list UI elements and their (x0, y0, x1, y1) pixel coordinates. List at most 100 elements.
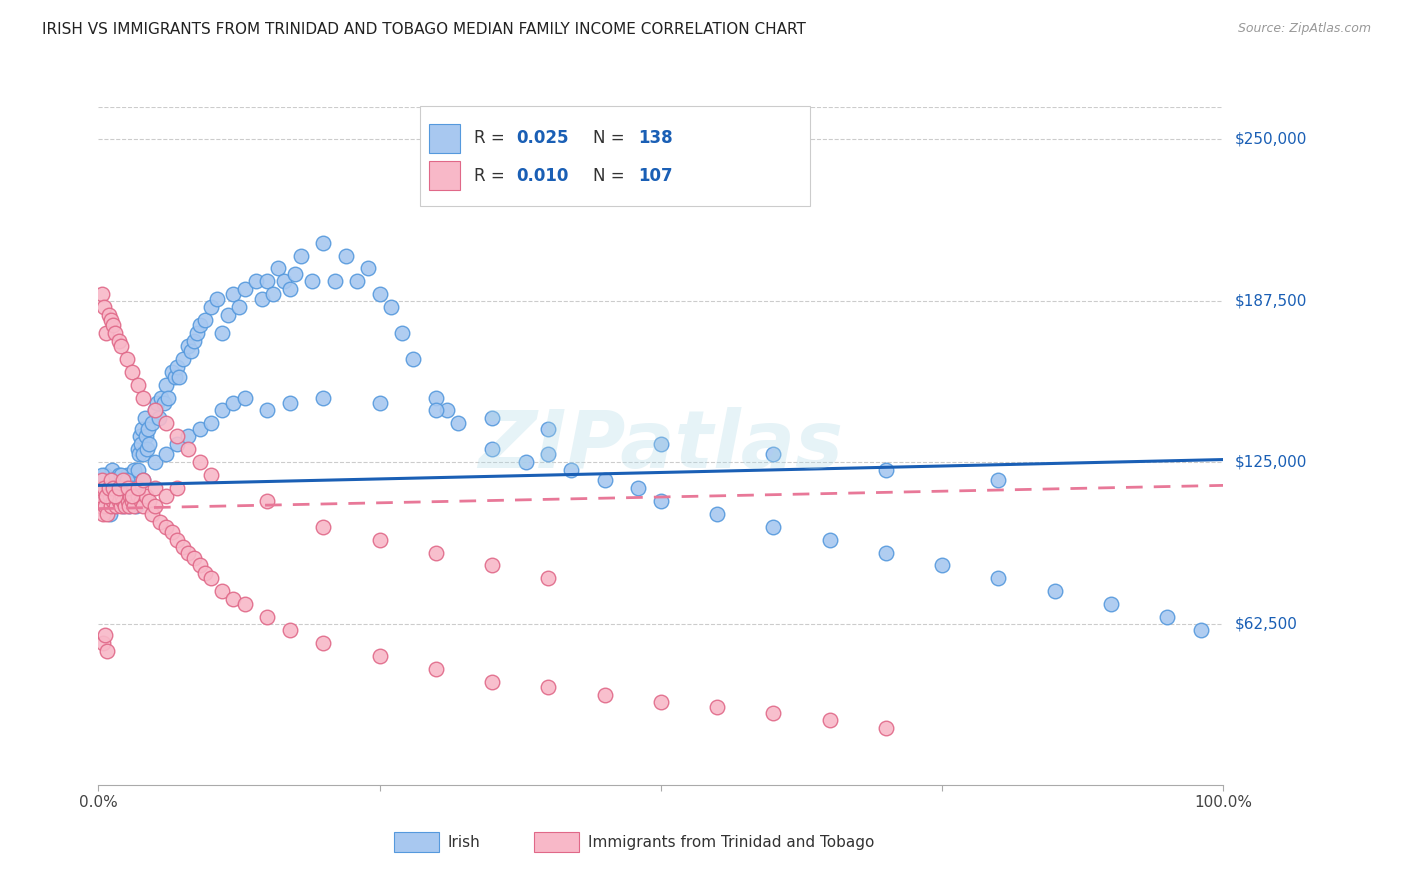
Text: Source: ZipAtlas.com: Source: ZipAtlas.com (1237, 22, 1371, 36)
Point (560, 463, 582, 477)
Point (537, 571, 560, 585)
Point (177, 429, 200, 443)
Point (143, 403, 166, 417)
Text: 138: 138 (638, 129, 673, 147)
Point (183, 550, 205, 565)
Text: N =: N = (593, 167, 630, 185)
Point (762, 706, 785, 720)
Point (101, 318, 124, 333)
Point (124, 499, 146, 513)
Text: IRISH VS IMMIGRANTS FROM TRINIDAD AND TOBAGO MEDIAN FAMILY INCOME CORRELATION CH: IRISH VS IMMIGRANTS FROM TRINIDAD AND TO… (42, 22, 806, 37)
Point (183, 334, 205, 348)
Point (278, 623, 301, 637)
Point (875, 721, 897, 735)
Point (141, 507, 163, 521)
Point (166, 533, 188, 547)
Point (91, 636, 114, 650)
Text: Immigrants from Trinidad and Tobago: Immigrants from Trinidad and Tobago (588, 835, 875, 849)
Text: 0.010: 0.010 (516, 167, 568, 185)
Point (278, 396, 301, 410)
Point (117, 481, 139, 495)
Point (101, 481, 124, 495)
Point (98, 507, 121, 521)
Point (537, 421, 560, 435)
Point (121, 365, 143, 379)
Point (108, 481, 131, 495)
Point (346, 274, 368, 288)
Point (312, 519, 335, 533)
Text: N =: N = (593, 129, 630, 147)
Point (250, 293, 273, 307)
Point (217, 308, 239, 322)
Text: 0.025: 0.025 (516, 129, 568, 147)
Point (157, 391, 180, 405)
Point (256, 274, 278, 288)
Point (105, 473, 128, 487)
Point (177, 545, 200, 559)
Point (301, 274, 323, 288)
Text: $125,000: $125,000 (1234, 455, 1306, 470)
Point (132, 499, 155, 513)
Point (127, 377, 149, 392)
Point (169, 370, 191, 384)
Point (515, 455, 537, 469)
Point (90, 481, 112, 495)
Point (245, 274, 267, 288)
Point (94, 628, 117, 642)
Point (211, 326, 233, 340)
Point (118, 489, 141, 503)
Point (96, 643, 118, 657)
Point (447, 417, 470, 431)
Point (149, 515, 172, 529)
Point (200, 417, 222, 431)
Text: R =: R = (474, 129, 510, 147)
Point (194, 313, 217, 327)
Point (1043, 584, 1066, 599)
Point (762, 519, 785, 533)
Point (135, 442, 157, 457)
Point (481, 442, 503, 457)
Point (112, 494, 135, 508)
Point (256, 610, 278, 624)
Point (115, 489, 138, 503)
Point (155, 519, 177, 533)
Point (124, 463, 146, 477)
Point (425, 391, 447, 405)
Point (104, 326, 127, 340)
Point (148, 411, 170, 425)
Point (100, 481, 122, 495)
Point (135, 489, 157, 503)
Point (818, 714, 841, 728)
Point (357, 261, 380, 276)
Point (97, 481, 120, 495)
Point (110, 499, 132, 513)
Point (93, 300, 115, 314)
Point (93, 494, 115, 508)
Point (131, 421, 153, 435)
Point (166, 429, 188, 443)
Point (188, 421, 211, 435)
Point (132, 473, 155, 487)
Point (103, 499, 125, 513)
Point (537, 680, 560, 694)
Point (166, 359, 188, 374)
Point (155, 417, 177, 431)
Point (335, 248, 357, 262)
Point (593, 473, 616, 487)
Point (537, 447, 560, 461)
Point (166, 481, 188, 495)
Point (110, 339, 132, 353)
Point (115, 351, 138, 366)
Point (650, 437, 672, 451)
Point (97, 308, 120, 322)
Point (115, 468, 138, 483)
Point (96, 507, 118, 521)
Point (200, 468, 222, 483)
Point (138, 494, 160, 508)
Point (818, 533, 841, 547)
Point (160, 524, 183, 539)
Point (481, 674, 503, 689)
Point (706, 507, 728, 521)
Point (118, 499, 141, 513)
Point (391, 326, 413, 340)
